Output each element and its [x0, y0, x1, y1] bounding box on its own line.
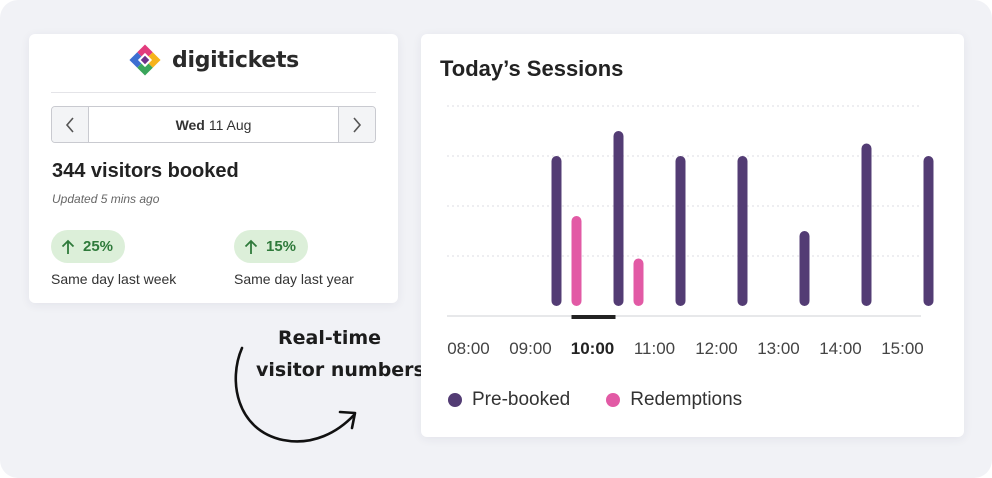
legend-label: Pre-booked: [472, 389, 571, 410]
x-tick-label[interactable]: 15:00: [881, 339, 924, 358]
bar-prebooked-13:00[interactable]: [799, 231, 810, 306]
x-tick-label[interactable]: 09:00: [509, 339, 552, 358]
stat-last-year: 15% Same day last year: [234, 230, 354, 287]
annotation-line-1: Real-time: [278, 327, 382, 349]
bar-prebooked-11:00[interactable]: [675, 156, 686, 306]
stat-label: Same day last week: [51, 271, 177, 287]
chevron-right-icon: [353, 116, 362, 133]
previous-day-button[interactable]: [52, 107, 89, 142]
visitors-booked-count: 344 visitors booked: [52, 160, 239, 182]
chart-title: Today’s Sessions: [440, 56, 624, 81]
bar-prebooked-14:00[interactable]: [861, 143, 872, 307]
annotation-line-2: visitor numbers: [256, 359, 425, 381]
sessions-chart-card: Today’s Sessions 08:00 09:00 10:00 11:00 12:…: [421, 34, 964, 437]
legend-item-prebooked: Pre-booked: [448, 389, 570, 411]
next-day-button[interactable]: [338, 107, 375, 142]
sessions-chart: 08:00 09:00 10:00 11:00 12:00 13:00 14:00 15:00: [447, 105, 934, 358]
x-tick-label[interactable]: 13:00: [757, 339, 800, 358]
current-date[interactable]: Wed 11 Aug: [89, 107, 338, 142]
chart-legend: Pre-booked Redemptions: [448, 389, 742, 411]
x-tick-label[interactable]: 08:00: [447, 339, 490, 358]
date-navigator: Wed 11 Aug: [51, 106, 376, 143]
brand-name: digitickets: [172, 47, 299, 73]
diamond-logo-icon: [129, 44, 161, 76]
divider: [51, 92, 376, 93]
chevron-left-icon: [65, 116, 74, 133]
bar-redemptions-10:00[interactable]: [633, 258, 644, 307]
arrow-up-icon: [244, 239, 258, 254]
change-value: 25%: [83, 238, 114, 255]
date-weekday: Wed: [175, 116, 205, 133]
change-value: 15%: [266, 238, 297, 255]
x-tick-label[interactable]: 14:00: [819, 339, 862, 358]
change-badge: 25%: [51, 230, 126, 263]
bar-prebooked-12:00[interactable]: [737, 156, 748, 306]
legend-label: Redemptions: [630, 389, 743, 410]
change-badge: 15%: [234, 230, 309, 263]
date-value: 11 Aug: [208, 116, 252, 133]
curved-arrow-icon: [234, 346, 357, 443]
x-tick-label[interactable]: 10:00: [571, 339, 614, 358]
bar-prebooked-10:00[interactable]: [613, 131, 624, 306]
stat-last-week: 25% Same day last week: [51, 230, 176, 287]
bar-prebooked-09:00[interactable]: [551, 156, 562, 306]
last-updated-text: Updated 5 mins ago: [52, 192, 160, 206]
legend-swatch: [448, 393, 462, 407]
x-tick-label[interactable]: 11:00: [634, 339, 675, 358]
brand-header: digitickets: [29, 44, 398, 76]
selected-time-indicator: [571, 315, 616, 319]
bar-prebooked-15:00[interactable]: [923, 156, 934, 306]
arrow-up-icon: [61, 239, 75, 254]
bar-redemptions-09:00[interactable]: [571, 216, 582, 306]
legend-item-redemptions: Redemptions: [606, 389, 742, 411]
booking-summary-card: digitickets Wed 11 Aug 344 visitors book…: [29, 34, 398, 303]
legend-swatch: [606, 393, 621, 407]
x-tick-label[interactable]: 12:00: [695, 339, 738, 358]
stat-label: Same day last year: [234, 271, 354, 287]
